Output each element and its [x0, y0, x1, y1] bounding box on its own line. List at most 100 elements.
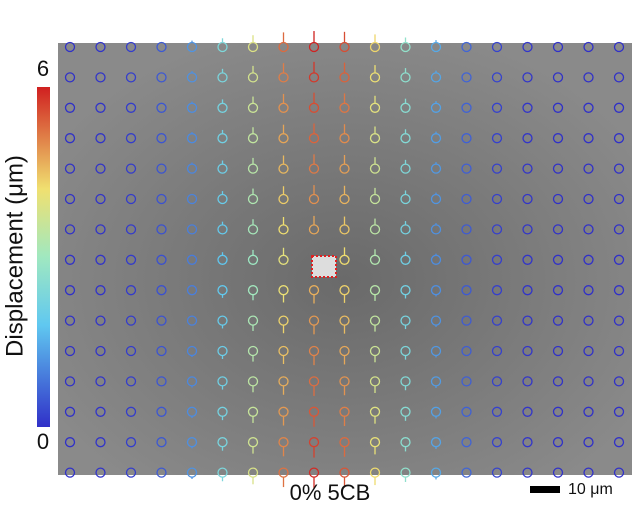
pillar [583, 193, 594, 205]
pillar [125, 133, 137, 144]
pillar [95, 345, 106, 357]
pillar [95, 437, 106, 448]
pillar [95, 163, 106, 174]
pillar [95, 376, 106, 387]
pillar [64, 193, 76, 205]
pillar [64, 72, 76, 83]
pillar [64, 437, 76, 448]
pillar [186, 285, 198, 296]
pillar [186, 254, 198, 265]
pillar [552, 193, 564, 205]
defect-marker [311, 255, 337, 278]
pillar [491, 437, 503, 448]
pillar [552, 437, 564, 448]
pillar [613, 41, 625, 53]
pillar [613, 345, 625, 357]
pillar [552, 224, 564, 235]
pillar [583, 41, 594, 53]
pillar [95, 102, 106, 113]
pillar [491, 376, 503, 387]
pillar [491, 133, 503, 144]
pillar [522, 285, 533, 296]
pillar [613, 102, 625, 113]
pillar [461, 193, 472, 205]
pillar [491, 193, 503, 205]
pillar [125, 41, 137, 53]
pillar [64, 467, 76, 478]
pillar [522, 467, 533, 478]
pillar [522, 72, 533, 83]
pillar [156, 163, 167, 174]
pillar [522, 41, 533, 53]
pillar [156, 285, 167, 296]
pillar [461, 224, 472, 235]
pillar [552, 315, 564, 326]
pillar [186, 224, 198, 235]
pillar [552, 406, 564, 417]
pillar [125, 254, 137, 265]
pillar [95, 41, 106, 53]
pillar [95, 224, 106, 235]
pillar [64, 41, 76, 53]
pillar [64, 224, 76, 235]
pillar [583, 72, 594, 83]
pillar [491, 285, 503, 296]
pillar [125, 72, 137, 83]
pillar [461, 254, 472, 265]
pillar [125, 345, 137, 357]
pillar [156, 315, 167, 326]
pillar [156, 467, 167, 478]
pillar [64, 315, 76, 326]
pillar [461, 133, 472, 144]
pillar [583, 467, 594, 478]
pillar [64, 133, 76, 144]
pillar [583, 376, 594, 387]
pillar [95, 133, 106, 144]
pillar [461, 467, 472, 478]
pillar [522, 193, 533, 205]
pillar [491, 406, 503, 417]
pillar [64, 102, 76, 113]
pillar [156, 133, 167, 144]
pillar [461, 102, 472, 113]
pillar [491, 163, 503, 174]
pillar [491, 467, 503, 478]
pillar [613, 224, 625, 235]
pillar [186, 193, 198, 205]
pillar [583, 285, 594, 296]
pillar [613, 133, 625, 144]
pillar [491, 345, 503, 357]
pillar [95, 315, 106, 326]
pillar [552, 163, 564, 174]
pillar [156, 406, 167, 417]
pillar [522, 376, 533, 387]
pillar [95, 467, 106, 478]
pillar [156, 102, 167, 113]
pillar [95, 254, 106, 265]
pillar [125, 437, 137, 448]
pillar [522, 133, 533, 144]
pillar [613, 467, 625, 478]
pillar [522, 315, 533, 326]
pillar [491, 315, 503, 326]
pillar [552, 285, 564, 296]
pillar [522, 254, 533, 265]
pillar [64, 406, 76, 417]
scale-bar [530, 486, 560, 493]
pillar [64, 376, 76, 387]
pillar [156, 437, 167, 448]
pillar [461, 315, 472, 326]
pillar [552, 72, 564, 83]
pillar [461, 72, 472, 83]
pillar [95, 72, 106, 83]
pillar [156, 41, 167, 53]
pillar [125, 163, 137, 174]
pillar [583, 406, 594, 417]
pillar [583, 163, 594, 174]
pillar [522, 345, 533, 357]
pillar [552, 345, 564, 357]
colorbar-label: Displacement (μm) [1, 155, 28, 357]
pillar [461, 345, 472, 357]
pillar [552, 254, 564, 265]
